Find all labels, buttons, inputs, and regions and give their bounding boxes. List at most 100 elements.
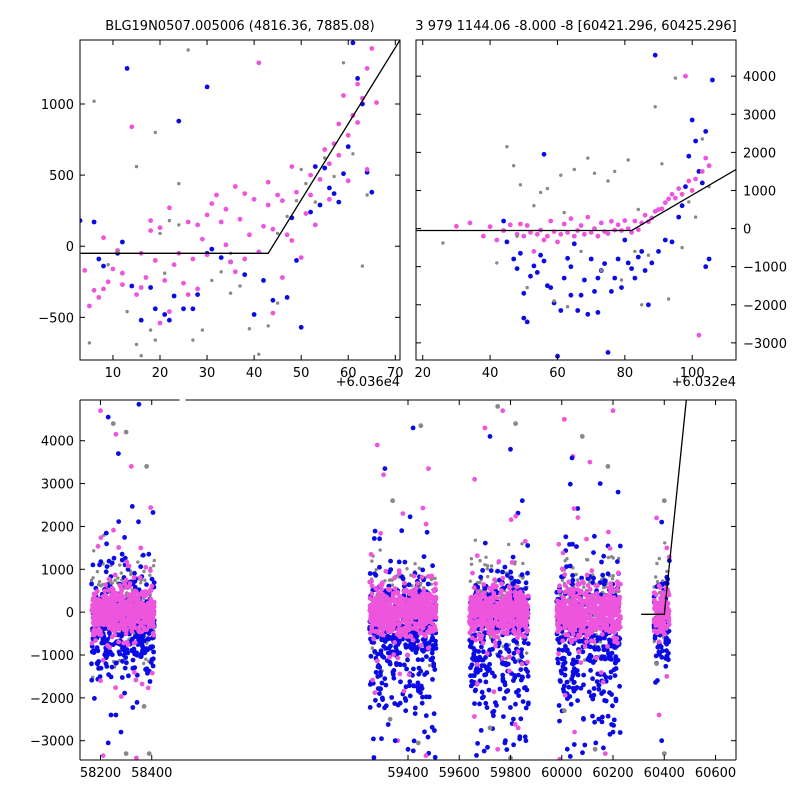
- point-blue: [242, 272, 248, 278]
- point-blue: [488, 568, 494, 573]
- point-magenta: [556, 612, 561, 617]
- point-grey: [611, 574, 615, 578]
- point-blue: [415, 638, 420, 644]
- point-magenta: [98, 620, 104, 626]
- point-grey: [633, 249, 637, 254]
- point-grey: [142, 569, 146, 574]
- point-magenta: [103, 582, 108, 588]
- point-blue: [486, 687, 492, 693]
- point-magenta: [106, 576, 112, 582]
- point-blue: [525, 570, 530, 576]
- point-blue: [91, 219, 97, 225]
- x-tick-label: 60: [340, 366, 357, 381]
- point-magenta: [125, 617, 131, 623]
- point-blue: [541, 258, 547, 264]
- point-blue: [410, 425, 416, 431]
- point-magenta: [565, 230, 570, 235]
- point-magenta: [673, 195, 678, 201]
- point-blue: [104, 564, 110, 569]
- point-grey: [592, 746, 598, 752]
- point-blue: [152, 306, 158, 312]
- point-blue: [588, 668, 593, 673]
- point-blue: [406, 582, 412, 588]
- point-grey: [125, 309, 129, 314]
- point-blue: [561, 275, 567, 281]
- point-grey: [341, 61, 346, 65]
- point-magenta: [591, 639, 597, 644]
- point-blue: [655, 644, 661, 650]
- point-blue: [89, 677, 95, 683]
- point-magenta: [611, 635, 617, 640]
- point-blue: [573, 686, 579, 692]
- point-magenta: [480, 619, 486, 624]
- point-blue: [119, 675, 125, 680]
- point-magenta: [595, 233, 601, 239]
- point-blue: [473, 687, 478, 693]
- point-magenta: [610, 408, 616, 414]
- point-blue: [676, 214, 682, 220]
- point-blue: [105, 650, 111, 656]
- point-magenta: [432, 586, 438, 592]
- point-grey: [91, 576, 95, 580]
- point-grey: [247, 327, 252, 331]
- point-grey: [532, 204, 536, 208]
- point-blue: [430, 677, 435, 682]
- point-magenta: [133, 598, 138, 604]
- point-blue: [411, 666, 416, 672]
- point-magenta: [502, 602, 508, 608]
- point-magenta: [375, 615, 381, 621]
- point-magenta: [587, 459, 593, 465]
- point-blue: [377, 691, 382, 696]
- point-magenta: [584, 639, 589, 645]
- y-tick-label: 2000: [743, 146, 776, 161]
- point-magenta: [312, 222, 318, 228]
- point-magenta: [145, 600, 151, 606]
- point-magenta: [116, 639, 122, 645]
- point-blue: [415, 657, 421, 663]
- point-grey: [655, 580, 660, 584]
- point-magenta: [109, 585, 115, 591]
- point-blue: [497, 686, 503, 692]
- point-blue: [585, 311, 591, 317]
- point-magenta: [232, 184, 238, 189]
- data-points: [416, 52, 736, 359]
- point-magenta: [483, 614, 489, 620]
- point-magenta: [576, 634, 581, 640]
- point-blue: [483, 700, 489, 706]
- point-blue: [122, 535, 127, 540]
- point-magenta: [507, 222, 513, 228]
- point-blue: [116, 649, 122, 655]
- y-tick-label: −500: [38, 311, 74, 326]
- point-blue: [587, 644, 593, 650]
- point-blue: [410, 748, 416, 754]
- point-blue: [120, 658, 125, 664]
- point-grey: [200, 328, 205, 332]
- point-magenta: [150, 604, 156, 610]
- point-magenta: [507, 654, 512, 660]
- point-grey: [294, 199, 299, 203]
- point-magenta: [471, 585, 477, 591]
- point-magenta: [376, 590, 382, 596]
- point-blue: [122, 690, 127, 696]
- point-blue: [403, 708, 409, 714]
- point-magenta: [400, 511, 406, 516]
- point-magenta: [152, 258, 158, 263]
- point-blue: [394, 662, 399, 668]
- point-blue: [577, 639, 582, 644]
- axis-frame: [79, 39, 401, 361]
- point-blue: [526, 700, 531, 706]
- point-magenta: [392, 612, 398, 617]
- point-blue: [511, 716, 516, 722]
- point-magenta: [522, 538, 528, 544]
- point-grey: [485, 567, 489, 571]
- point-magenta: [509, 560, 515, 565]
- point-blue: [144, 646, 150, 652]
- point-magenta: [102, 588, 107, 594]
- point-blue: [148, 285, 154, 290]
- point-blue: [569, 676, 575, 682]
- point-magenta: [474, 553, 480, 559]
- point-magenta: [590, 608, 596, 614]
- point-magenta: [111, 608, 116, 614]
- point-blue: [505, 661, 511, 667]
- point-blue: [395, 702, 401, 708]
